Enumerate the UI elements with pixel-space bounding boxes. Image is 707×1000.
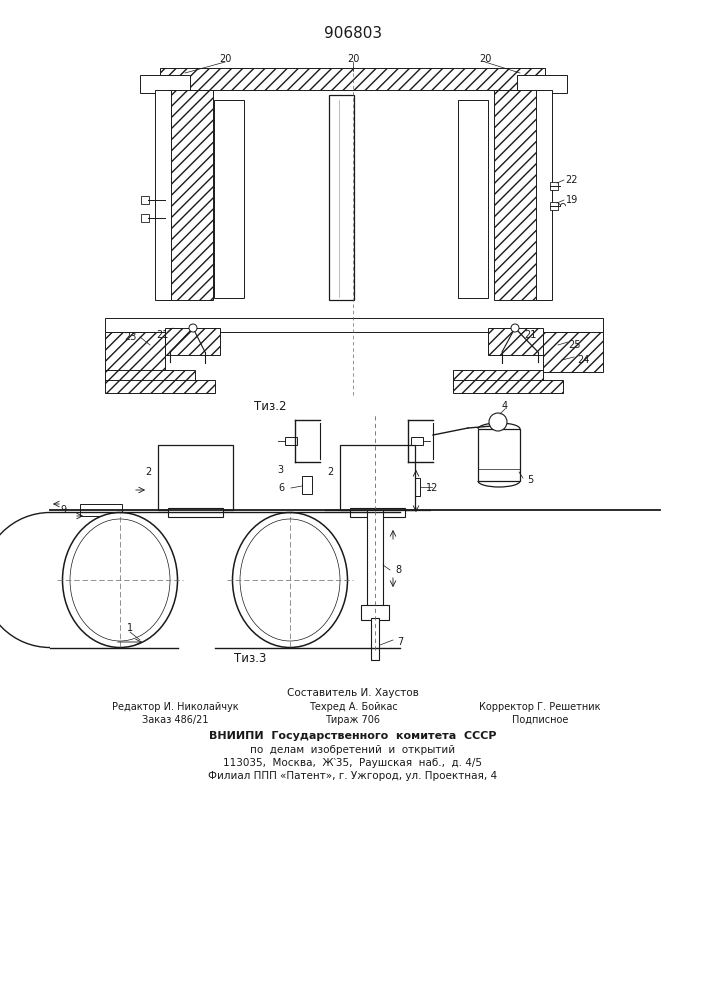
Text: 2: 2: [327, 467, 333, 477]
Bar: [411, 437, 423, 445]
Text: 22: 22: [566, 175, 578, 185]
Bar: [361, 605, 389, 620]
Bar: [550, 182, 558, 190]
Text: 21: 21: [156, 330, 168, 340]
Text: ВНИИПИ  Государственного  комитета  СССР: ВНИИПИ Государственного комитета СССР: [209, 731, 497, 741]
Bar: [340, 445, 415, 510]
Bar: [453, 370, 543, 382]
Bar: [536, 90, 552, 300]
Bar: [302, 476, 312, 494]
Bar: [488, 328, 543, 355]
Text: 113035,  Москва,  Ж‵35,  Раушская  наб.,  д. 4/5: 113035, Москва, Ж‵35, Раушская наб., д. …: [223, 758, 482, 768]
Bar: [160, 68, 545, 90]
Text: 20: 20: [218, 54, 231, 64]
Text: 21: 21: [524, 330, 536, 340]
Text: 20: 20: [347, 54, 359, 64]
Bar: [453, 380, 563, 393]
Text: Составитель И. Хаустов: Составитель И. Хаустов: [287, 688, 419, 698]
Bar: [550, 202, 558, 210]
Ellipse shape: [62, 512, 177, 648]
Bar: [165, 328, 220, 355]
Bar: [285, 437, 297, 445]
Bar: [517, 75, 567, 93]
Text: 23: 23: [124, 332, 136, 342]
Bar: [105, 370, 195, 382]
Text: 7: 7: [397, 637, 403, 647]
Text: 5: 5: [527, 475, 533, 485]
Ellipse shape: [233, 512, 348, 648]
Bar: [105, 318, 603, 332]
Text: 2: 2: [145, 467, 151, 477]
Circle shape: [189, 324, 197, 332]
Bar: [458, 100, 488, 298]
Bar: [158, 445, 233, 510]
Bar: [80, 504, 122, 516]
Bar: [478, 429, 520, 481]
Text: Τиз.2: Τиз.2: [254, 400, 286, 414]
Text: Τиз.3: Τиз.3: [234, 652, 267, 664]
Bar: [141, 214, 149, 222]
Circle shape: [489, 413, 507, 431]
Bar: [329, 95, 354, 300]
Text: 20: 20: [479, 54, 491, 64]
Text: 3: 3: [277, 465, 283, 475]
Bar: [371, 618, 379, 660]
Text: 9: 9: [60, 505, 66, 515]
Bar: [543, 332, 603, 372]
Text: 8: 8: [395, 565, 401, 575]
Text: Техред А. Бойкас: Техред А. Бойкас: [309, 702, 397, 712]
Bar: [350, 508, 405, 517]
Bar: [367, 510, 383, 607]
Text: 24: 24: [577, 355, 589, 365]
Text: 25: 25: [568, 340, 581, 350]
Text: Корректор Г. Решетник: Корректор Г. Решетник: [479, 702, 601, 712]
Text: 6: 6: [278, 483, 284, 493]
Bar: [168, 90, 213, 300]
Text: Филиал ППП «Патент», г. Ужгород, ул. Проектная, 4: Филиал ППП «Патент», г. Ужгород, ул. Про…: [209, 771, 498, 781]
Bar: [155, 90, 171, 300]
Text: Редактор И. Николайчук: Редактор И. Николайчук: [112, 702, 238, 712]
Text: 906803: 906803: [324, 25, 382, 40]
Bar: [168, 508, 223, 517]
Bar: [140, 75, 190, 93]
Text: 1: 1: [127, 623, 133, 633]
Bar: [494, 90, 539, 300]
Text: Заказ 486/21: Заказ 486/21: [141, 715, 209, 725]
Bar: [105, 380, 215, 393]
Bar: [141, 196, 149, 204]
Text: 19: 19: [566, 195, 578, 205]
Bar: [410, 478, 420, 496]
Bar: [105, 332, 165, 372]
Text: Тираж 706: Тираж 706: [325, 715, 380, 725]
Text: Подписное: Подписное: [512, 715, 568, 725]
Bar: [214, 100, 244, 298]
Text: 12: 12: [426, 483, 438, 493]
Circle shape: [511, 324, 519, 332]
Text: 4: 4: [502, 401, 508, 411]
Text: по  делам  изобретений  и  открытий: по делам изобретений и открытий: [250, 745, 455, 755]
